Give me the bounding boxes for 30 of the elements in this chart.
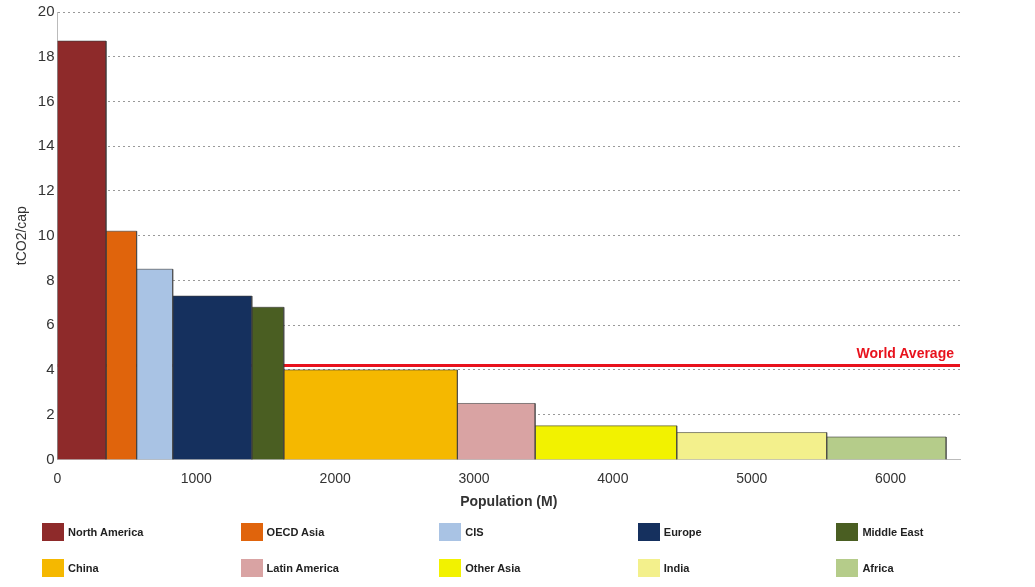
y-tick-label: 14 [37,136,55,154]
x-tick-label: 2000 [319,469,351,486]
y-tick-label: 20 [37,2,55,20]
y-tick-label: 16 [37,91,55,109]
y-tick-label: 12 [37,181,55,199]
category-label: Middle East [862,526,924,538]
ref-line-label: World Average [856,345,955,362]
y-tick-label: 6 [46,315,55,333]
x-axis-title: Population (M) [460,493,558,510]
x-tick-label: 6000 [875,469,907,486]
y-tick-label: 8 [46,270,55,288]
category-label: OECD Asia [266,526,325,538]
category-label: Europe [663,526,702,538]
x-tick-label: 5000 [736,469,768,486]
y-tick-label: 18 [37,46,55,64]
y-tick-label: 0 [46,449,55,467]
y-tick-label: 4 [46,360,55,378]
category-label: India [663,562,690,574]
x-tick-label: 4000 [597,469,629,486]
category-label: CIS [465,526,484,538]
category-label: Africa [862,562,894,574]
x-tick-label: 3000 [458,469,490,486]
y-tick-label: 2 [46,404,55,422]
x-tick-label: 1000 [180,469,213,486]
y-axis-title: tCO2/cap [13,205,30,266]
category-label: North America [68,526,144,538]
category-label: Other Asia [465,562,521,574]
category-label: China [68,562,99,574]
y-tick-label: 10 [37,225,55,243]
category-label: Latin America [266,562,339,574]
